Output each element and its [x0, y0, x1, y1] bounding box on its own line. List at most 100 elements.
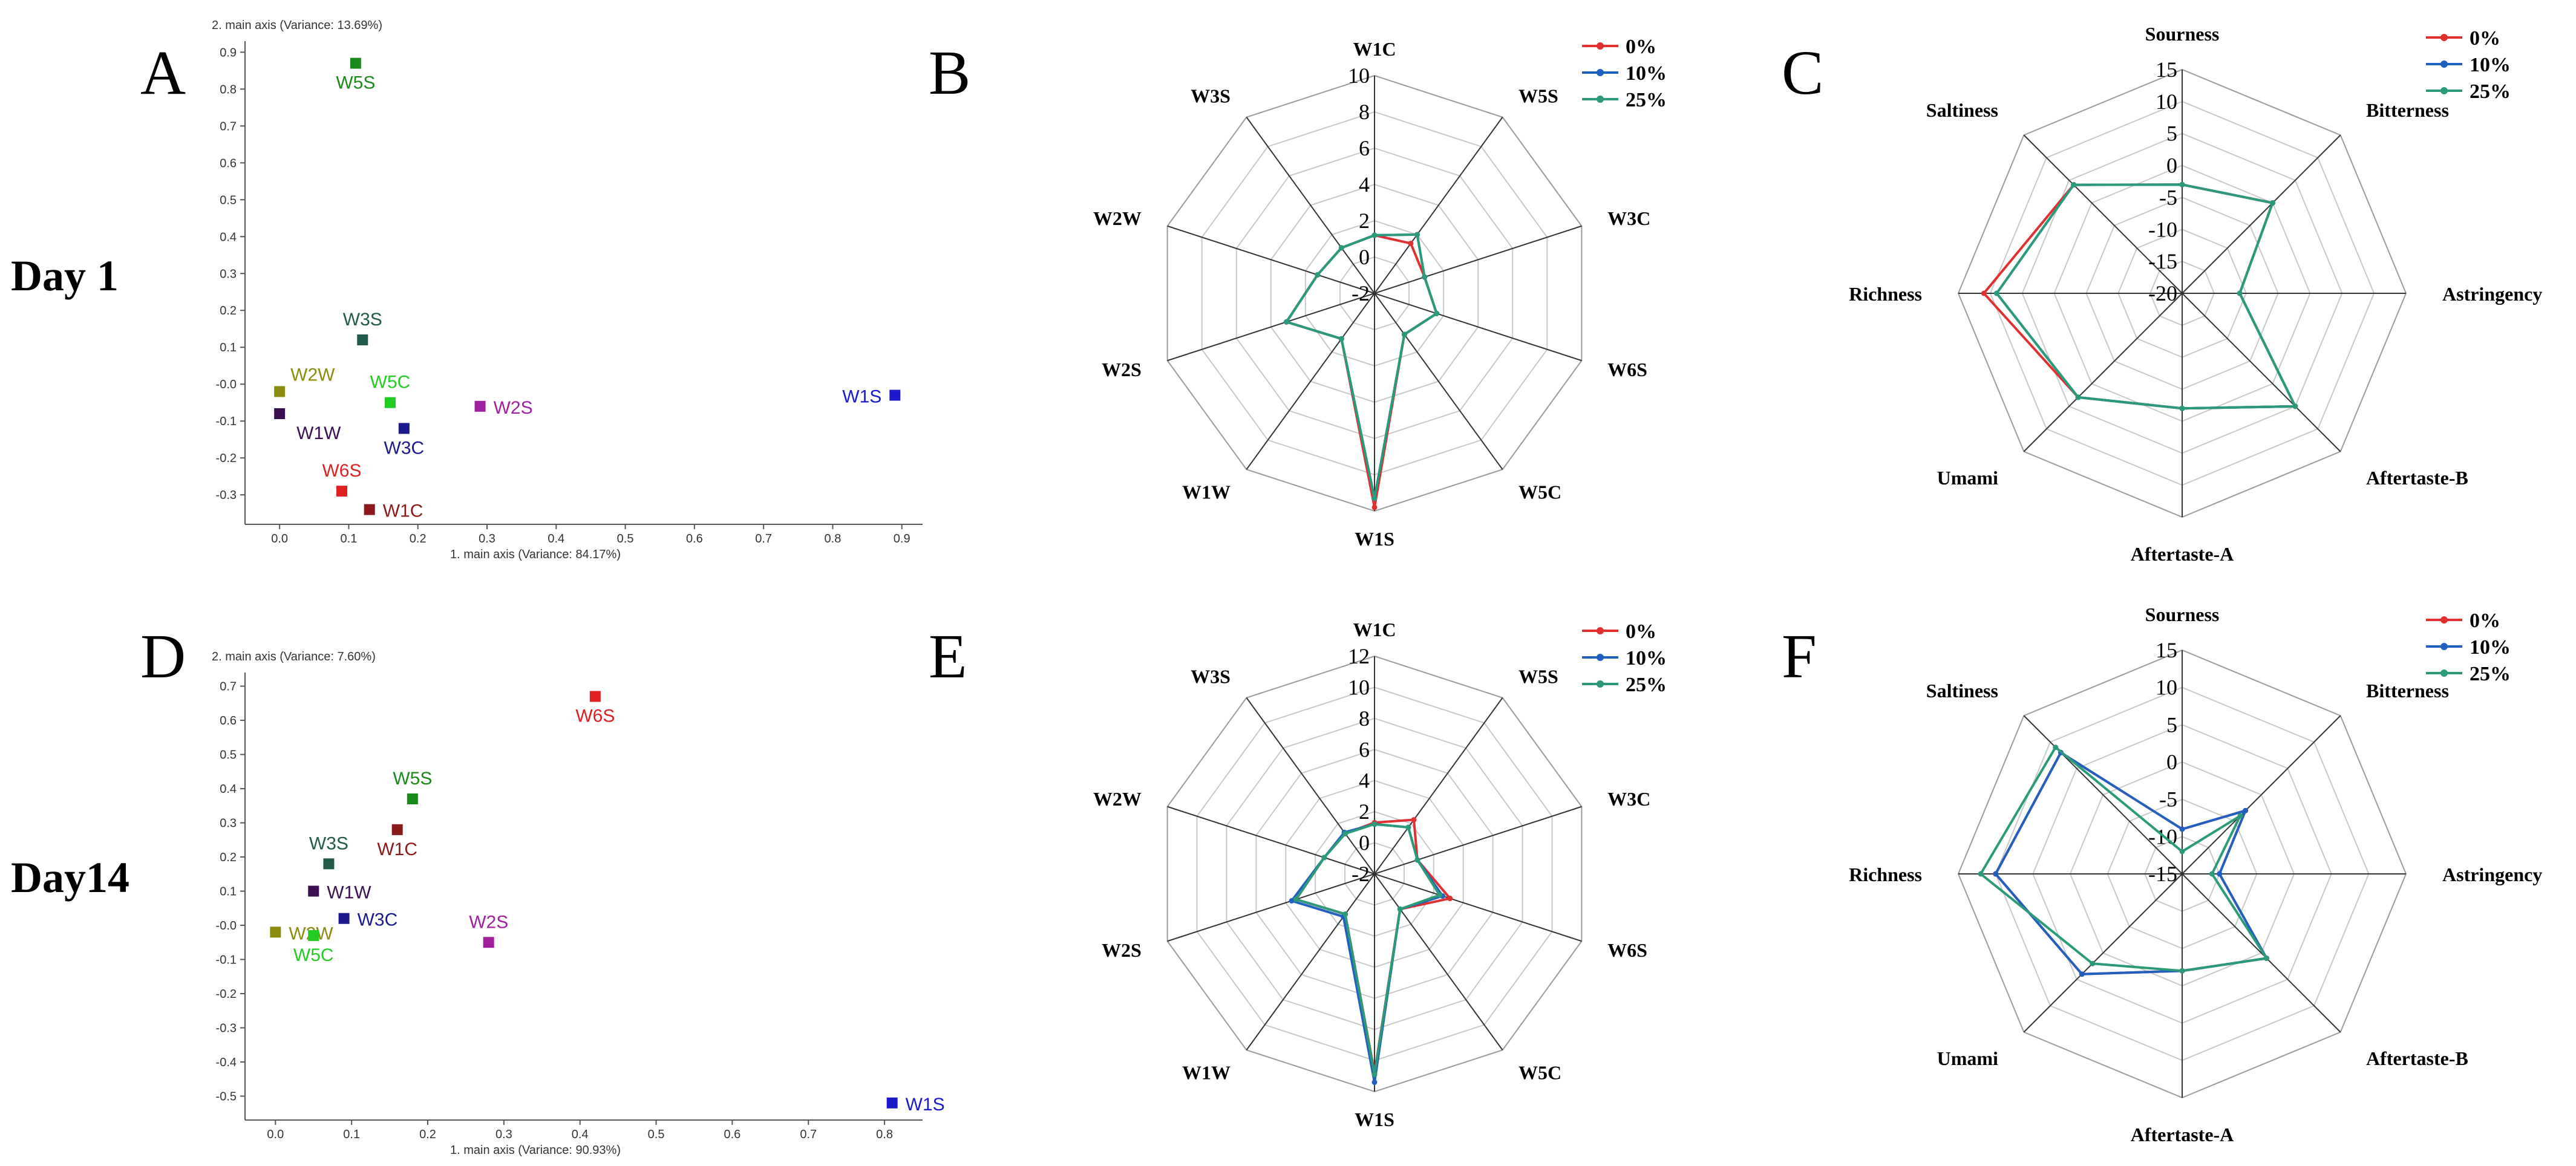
radar-axis-label: Astringency — [2442, 864, 2542, 885]
radar-chart-taste-day1: -20 -15 -10 -5 0 5 10 15 Sourness Bitterness Astri… — [1849, 23, 2542, 565]
data-point — [323, 858, 335, 870]
radar-tick-label: 8 — [1359, 100, 1370, 124]
panel-letter-a: A — [140, 38, 186, 108]
scatter-chart-day1: 0.0 0.1 0.2 0.3 0.4 0.5 0.6 0.7 0.8 0.9 -0.3 -0.2 -0… — [212, 19, 923, 561]
radar-spoke — [1167, 806, 1375, 874]
radar-tick-label: -10 — [2148, 217, 2177, 241]
radar-axis-label: Astringency — [2442, 283, 2542, 305]
radar-axis-label: Saltiness — [1926, 680, 1998, 702]
y-tick-label: 0.4 — [220, 230, 237, 244]
radar-series-point — [1342, 911, 1348, 917]
radar-axis-label: W2W — [1093, 788, 1142, 810]
radar-tick-label: -2 — [1352, 281, 1370, 305]
radar-axis-label: Aftertaste-B — [2366, 467, 2468, 489]
radar-axis-label: Richness — [1849, 283, 1922, 305]
legend-swatch-marker — [1597, 69, 1604, 76]
legend-entry-label: 25% — [2470, 663, 2511, 685]
radar-spoke — [1374, 806, 1582, 874]
radar-tick-label: 5 — [2166, 712, 2177, 737]
data-point — [274, 408, 286, 420]
legend-entry-label: 10% — [2470, 636, 2511, 659]
radar-spoke — [1374, 873, 1503, 1050]
radar-series-point — [1338, 336, 1344, 342]
radar-series-point — [2090, 960, 2096, 966]
row-label-day14: Day14 — [11, 853, 129, 902]
data-point — [350, 57, 361, 69]
radar-series-point — [1338, 245, 1344, 251]
x-tick-label: 0.7 — [800, 1128, 817, 1141]
radar-axis-label: W5S — [1518, 85, 1558, 106]
x-tick-label: 0.2 — [410, 532, 427, 546]
data-point — [336, 486, 347, 497]
point-label: W1S — [842, 387, 881, 407]
radar-tick-label: 0 — [2166, 750, 2177, 774]
point-label: W2S — [494, 398, 533, 418]
radar-series-point — [2270, 200, 2276, 206]
radar-axis-label: Sourness — [2145, 604, 2220, 625]
point-label: W3C — [384, 438, 425, 458]
radar-series-point — [2179, 826, 2185, 832]
x-tick-label: 0.5 — [617, 532, 634, 546]
radar-series-point — [1401, 331, 1407, 337]
point-label: W6S — [322, 461, 361, 481]
data-point — [308, 930, 319, 941]
point-label: W6S — [575, 706, 615, 726]
radar-series-point — [2179, 181, 2185, 187]
x-axis-title: 1. main axis (Variance: 84.17%) — [450, 548, 621, 561]
legend-swatch-marker — [2440, 669, 2448, 677]
point-label: W3S — [309, 833, 348, 853]
radar-axis-label: Aftertaste-A — [2131, 543, 2234, 565]
radar-chart-sensor-day14: -2 0 2 4 6 8 10 12 W1C W5S W3C W6S W5C W1S W1W W2S W2W W3… — [1093, 619, 1667, 1130]
point-label: W2W — [290, 365, 335, 385]
radar-series-point — [1289, 897, 1295, 904]
point-label: W1W — [327, 883, 371, 903]
radar-axis-label: Saltiness — [1926, 99, 1998, 121]
radar-axis-label: W2S — [1102, 359, 1142, 380]
radar-tick-label: 2 — [1359, 800, 1370, 824]
y-tick-label: 0.6 — [220, 157, 237, 170]
point-label: W2S — [469, 912, 508, 932]
radar-spoke — [2023, 873, 2183, 1033]
y-tick-label: 0.2 — [220, 304, 237, 318]
radar-series-point — [2179, 405, 2185, 411]
x-tick-label: 0.4 — [572, 1128, 589, 1141]
data-point — [483, 937, 494, 948]
y-tick-label: -0.2 — [216, 452, 237, 465]
legend-entry-label: 25% — [1626, 674, 1667, 696]
radar-series-point — [1978, 871, 1984, 877]
y-tick-label: 0.5 — [220, 749, 237, 762]
legend-entry-label: 0% — [2470, 27, 2500, 50]
radar-series-point — [2243, 807, 2249, 813]
legend-swatch-marker — [1597, 680, 1604, 688]
y-tick-label: 0.1 — [220, 885, 237, 899]
y-axis-title: 2. main axis (Variance: 13.69%) — [212, 19, 382, 32]
radar-series-point — [1371, 1080, 1378, 1086]
radar-series-point — [1981, 290, 1987, 296]
radar-tick-label: 6 — [1359, 737, 1370, 761]
y-axis-title: 2. main axis (Variance: 7.60%) — [212, 650, 376, 663]
radar-spoke — [2023, 715, 2183, 874]
radar-tick-label: 5 — [2166, 122, 2177, 146]
radar-spoke — [1374, 293, 1503, 470]
radar-axis-label: Aftertaste-B — [2366, 1047, 2468, 1069]
radar-spoke — [1246, 873, 1375, 1050]
y-tick-label: -0.1 — [216, 954, 237, 967]
radar-series-point — [2209, 871, 2215, 877]
radar-series-point — [2075, 394, 2081, 400]
radar-series-point — [1437, 892, 1443, 898]
radar-series-point — [1283, 319, 1289, 325]
y-tick-label: -0.3 — [216, 489, 237, 502]
radar-axis-label: W6S — [1607, 939, 1647, 961]
radar-series-point — [1371, 495, 1378, 501]
legend-entry-label: 10% — [1626, 62, 1667, 85]
point-label: W1S — [906, 1095, 945, 1115]
radar-series-point — [2264, 956, 2270, 962]
radar-axis-label: W3S — [1191, 665, 1231, 687]
radar-tick-label: 10 — [2156, 90, 2177, 114]
radar-series-point — [1422, 274, 1428, 280]
radar-tick-label: 0 — [1359, 831, 1370, 855]
legend-swatch-marker — [1597, 96, 1604, 103]
radar-tick-label: -5 — [2159, 787, 2177, 812]
radar-spoke — [1374, 873, 1582, 942]
